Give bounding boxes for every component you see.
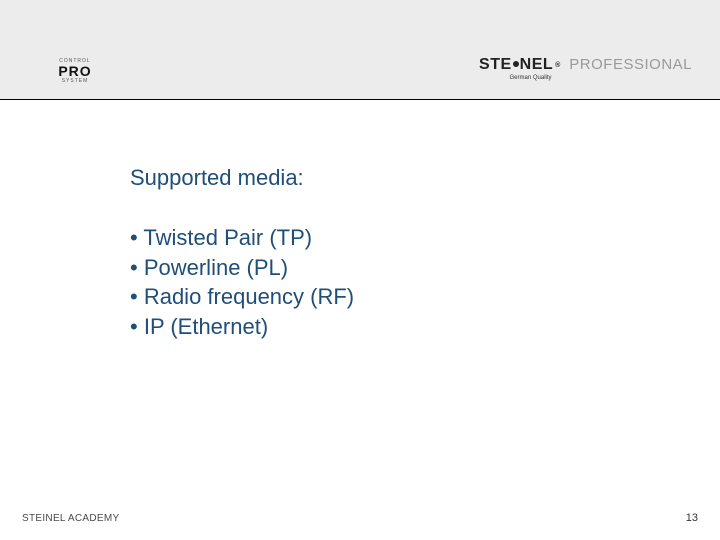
footer-label: STEINEL ACADEMY: [22, 513, 120, 524]
registered-mark: ®: [555, 62, 561, 69]
brand-right: NEL: [520, 56, 554, 74]
brand-line: STE NEL ® PROFESSIONAL: [479, 56, 692, 74]
list-item: Radio frequency (RF): [130, 282, 354, 312]
steinel-logo: STE NEL ® PROFESSIONAL German Quality: [479, 56, 692, 81]
slide: CONTROL PRO SYSTEM STE NEL ® PROFESSIONA…: [0, 0, 720, 540]
list-item: Powerline (PL): [130, 253, 354, 283]
list-item: Twisted Pair (TP): [130, 223, 354, 253]
brand-tagline: German Quality: [479, 75, 582, 81]
list-item: IP (Ethernet): [130, 312, 354, 342]
slide-header: CONTROL PRO SYSTEM STE NEL ® PROFESSIONA…: [0, 0, 720, 100]
brand-dot-icon: [513, 61, 519, 67]
page-number: 13: [686, 512, 698, 524]
bullet-list: Twisted Pair (TP) Powerline (PL) Radio f…: [130, 223, 354, 342]
brand-suffix: PROFESSIONAL: [569, 56, 692, 73]
logo-main-text: PRO: [40, 64, 110, 78]
control-pro-logo: CONTROL PRO SYSTEM: [40, 58, 110, 84]
slide-content: Supported media: Twisted Pair (TP) Power…: [130, 165, 354, 342]
logo-below-text: SYSTEM: [40, 78, 110, 84]
brand-mark: STE NEL ®: [479, 56, 561, 74]
brand-left: STE: [479, 56, 512, 74]
content-heading: Supported media:: [130, 165, 354, 191]
